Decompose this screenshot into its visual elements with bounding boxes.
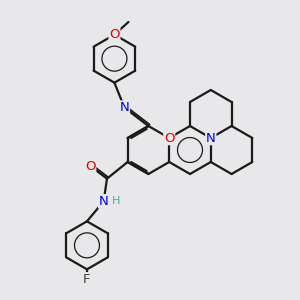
Text: O: O [164,131,175,145]
Text: N: N [99,195,109,208]
Text: O: O [85,160,96,172]
Text: F: F [83,273,91,286]
Text: N: N [206,131,216,145]
Text: O: O [109,28,120,41]
Text: N: N [120,101,129,114]
Text: H: H [112,196,121,206]
